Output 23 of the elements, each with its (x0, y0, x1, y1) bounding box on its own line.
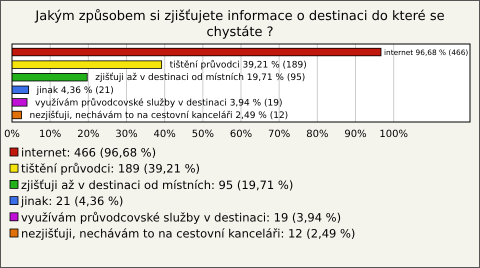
x-tick-label: 70% (268, 129, 290, 140)
data-label: jinak 4,36 % (21) (36, 86, 114, 96)
x-tick-label: 10% (39, 129, 62, 140)
x-tick-label: 90% (344, 129, 367, 140)
x-tick-label: 0% (4, 129, 20, 140)
x-tick-label: 50% (192, 129, 214, 140)
legend-label: nezjišťuji, nechávám to na cestovní kanceláři: 12 (2,49 %) (21, 226, 356, 240)
data-label: zjišťuji až v destinaci od místních 19,71 % (95) (95, 72, 306, 84)
legend-label: využívám průvodcovské služby v destinaci: 19 (3,94 %) (21, 210, 342, 224)
x-tick-label: 100% (379, 129, 408, 140)
legend-label: internet: 466 (96,68 %) (21, 146, 156, 160)
chart-title: Jakým způsobem si zjišťujete informace o destinaci do které se chystáte ? (34, 8, 445, 40)
data-label: tištění průvodci 39,21 % (189) (170, 60, 307, 71)
x-tick-label: 40% (154, 129, 176, 140)
legend-label: zjišťuji až v destinaci od místních: 95 (19,71 %) (21, 178, 294, 192)
x-tick-label: 60% (230, 129, 252, 140)
legend-label: tištění průvodci: 189 (39,21 %) (21, 162, 200, 176)
data-label: využívám průvodcovské služby v destinaci 3,94 % (19) (35, 97, 283, 108)
legend-label: jinak: 21 (4,36 %) (20, 194, 124, 208)
data-label: nezjišťuji, nechávám to na cestovní kanceláři 2,49 % (12) (30, 110, 288, 121)
x-tick-label: 80% (306, 129, 328, 140)
x-tick-label: 30% (115, 129, 138, 140)
x-tick-label: 20% (77, 129, 100, 140)
